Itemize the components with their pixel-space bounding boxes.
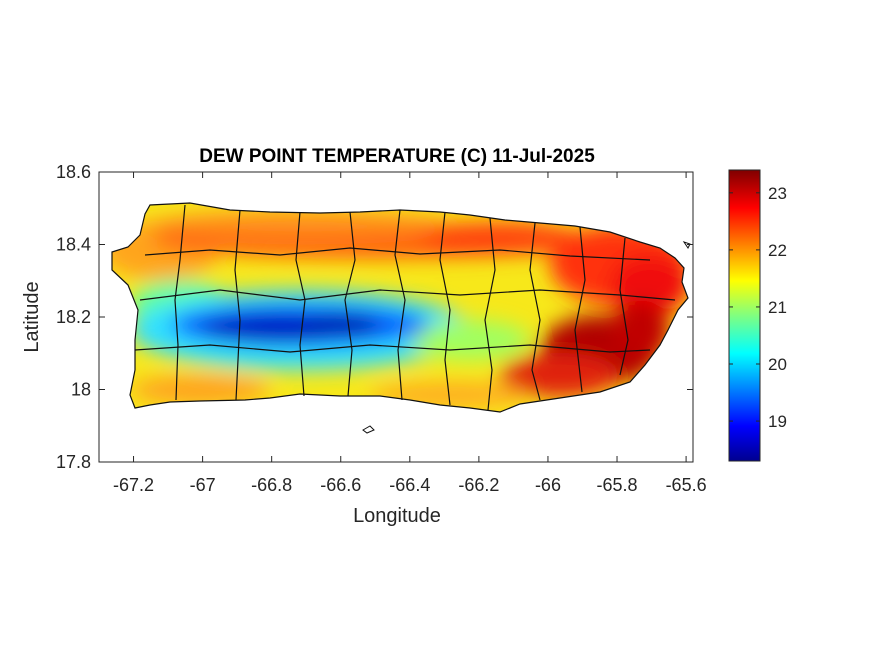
x-tick-label: -66.2 bbox=[458, 475, 499, 495]
y-axis: 17.8 18 18.2 18.4 18.6 bbox=[56, 162, 693, 472]
colorbar-tick-label: 20 bbox=[768, 355, 787, 374]
x-tick-label: -67 bbox=[190, 475, 216, 495]
x-tick-label: -66.4 bbox=[389, 475, 430, 495]
x-axis: -67.2 -67 -66.8 -66.6 -66.4 -66.2 -66 -65.8 -65.… bbox=[113, 172, 707, 495]
colorbar-tick-label: 19 bbox=[768, 412, 787, 431]
colorbar-ticks: 19 20 21 22 23 bbox=[729, 184, 787, 431]
y-axis-label: Latitude bbox=[21, 281, 43, 352]
x-tick-label: -66.6 bbox=[320, 475, 361, 495]
municipal-boundaries bbox=[111, 202, 689, 413]
x-tick-label: -65.6 bbox=[666, 475, 707, 495]
y-tick-label: 18.2 bbox=[56, 307, 91, 327]
x-tick-label: -65.8 bbox=[597, 475, 638, 495]
y-tick-label: 18.6 bbox=[56, 162, 91, 182]
x-tick-label: -66 bbox=[535, 475, 561, 495]
small-islands bbox=[362, 241, 691, 434]
x-tick-label: -67.2 bbox=[113, 475, 154, 495]
x-axis-label: Longitude bbox=[353, 505, 441, 527]
chart-title: DEW POINT TEMPERATURE (C) 11-Jul-2025 bbox=[199, 146, 595, 167]
y-tick-label: 18 bbox=[71, 380, 91, 400]
colorbar bbox=[728, 169, 761, 462]
colorbar-tick-label: 21 bbox=[768, 298, 787, 317]
y-tick-label: 18.4 bbox=[56, 235, 91, 255]
y-tick-label: 17.8 bbox=[56, 452, 91, 472]
dew-point-field bbox=[112, 203, 688, 412]
colorbar-tick-label: 23 bbox=[768, 184, 787, 203]
colorbar-tick-label: 22 bbox=[768, 241, 787, 260]
x-tick-label: -66.8 bbox=[251, 475, 292, 495]
